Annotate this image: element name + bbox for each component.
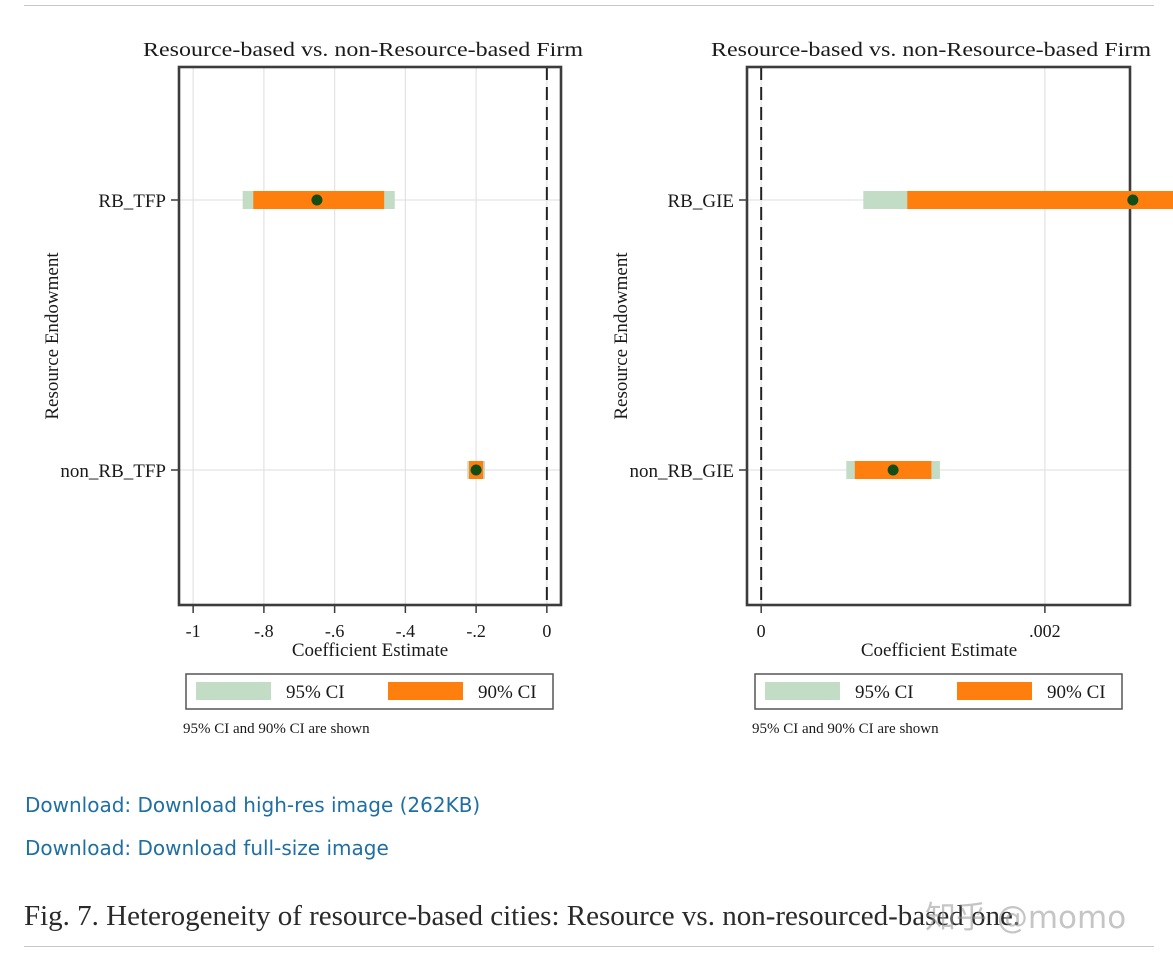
legend-swatch-ci90	[388, 682, 463, 700]
x-tick-label: .002	[1029, 621, 1061, 641]
y-tick-label: RB_GIE	[668, 191, 735, 212]
legend-label-ci95: 95% CI	[855, 682, 914, 703]
chart-panel-2: RB_GIEnon_RB_GIE0.002.004Resource-based …	[611, 39, 1173, 737]
chart-title: Resource-based vs. non-Resource-based Fi…	[711, 39, 1152, 61]
top-divider	[24, 5, 1154, 6]
watermark: 知乎 @momo	[925, 900, 1127, 936]
coefficient-plot-figure: RB_TFP non_RB_TFP -1 -.8 -.6 -.4 -.2 0 Resource-…	[42, 39, 1173, 737]
estimate-point-non_RB_TFP	[470, 464, 482, 476]
legend-label-ci95: 95% CI	[286, 682, 345, 703]
x-tick-label: -.8	[254, 621, 274, 641]
chart-note: 95% CI and 90% CI are shown	[183, 721, 370, 737]
estimate-point-RB_TFP	[311, 194, 323, 206]
y-axis-label: Resource Endowment	[611, 252, 632, 420]
x-tick-label: 0	[757, 621, 766, 641]
y-tick-label: non_RB_TFP	[60, 461, 166, 482]
chart-note: 95% CI and 90% CI are shown	[752, 721, 939, 737]
x-tick-label: -.4	[396, 621, 416, 641]
legend-label-ci90: 90% CI	[478, 682, 537, 703]
x-tick-label: -1	[186, 621, 201, 641]
x-tick-label: 0	[542, 621, 551, 641]
y-axis-label: Resource Endowment	[42, 252, 63, 420]
download-high-res-link[interactable]: Download: Download high-res image (262KB…	[25, 793, 481, 817]
legend-swatch-ci95	[765, 682, 840, 700]
x-axis-label: Coefficient Estimate	[861, 640, 1017, 661]
download-full-size-link[interactable]: Download: Download full-size image	[25, 836, 389, 860]
chart-panel-1: RB_TFP non_RB_TFP -1 -.8 -.6 -.4 -.2 0 Resource-…	[42, 39, 584, 737]
chart-title: Resource-based vs. non-Resource-based Fi…	[143, 39, 584, 61]
legend-swatch-ci90	[957, 682, 1032, 700]
estimate-point-non_RB_GIE	[887, 464, 899, 476]
legend: 95% CI 90% CI	[754, 673, 1123, 710]
plot-frame	[745, 65, 1132, 607]
y-tick-label: non_RB_GIE	[630, 461, 735, 482]
ci90-bar-RB_GIE	[907, 191, 1173, 209]
estimate-point-RB_GIE	[1127, 194, 1139, 206]
x-tick-label: -.6	[325, 621, 345, 641]
legend-swatch-ci95	[196, 682, 271, 700]
legend-label-ci90: 90% CI	[1047, 682, 1106, 703]
bottom-divider	[24, 946, 1154, 947]
legend: 95% CI 90% CI	[185, 673, 554, 710]
figure-caption: Fig. 7. Heterogeneity of resource-based …	[24, 900, 1021, 932]
x-tick-label: -.2	[466, 621, 486, 641]
plot-frame	[177, 65, 563, 607]
x-axis-label: Coefficient Estimate	[292, 640, 448, 661]
y-tick-label: RB_TFP	[98, 191, 166, 212]
